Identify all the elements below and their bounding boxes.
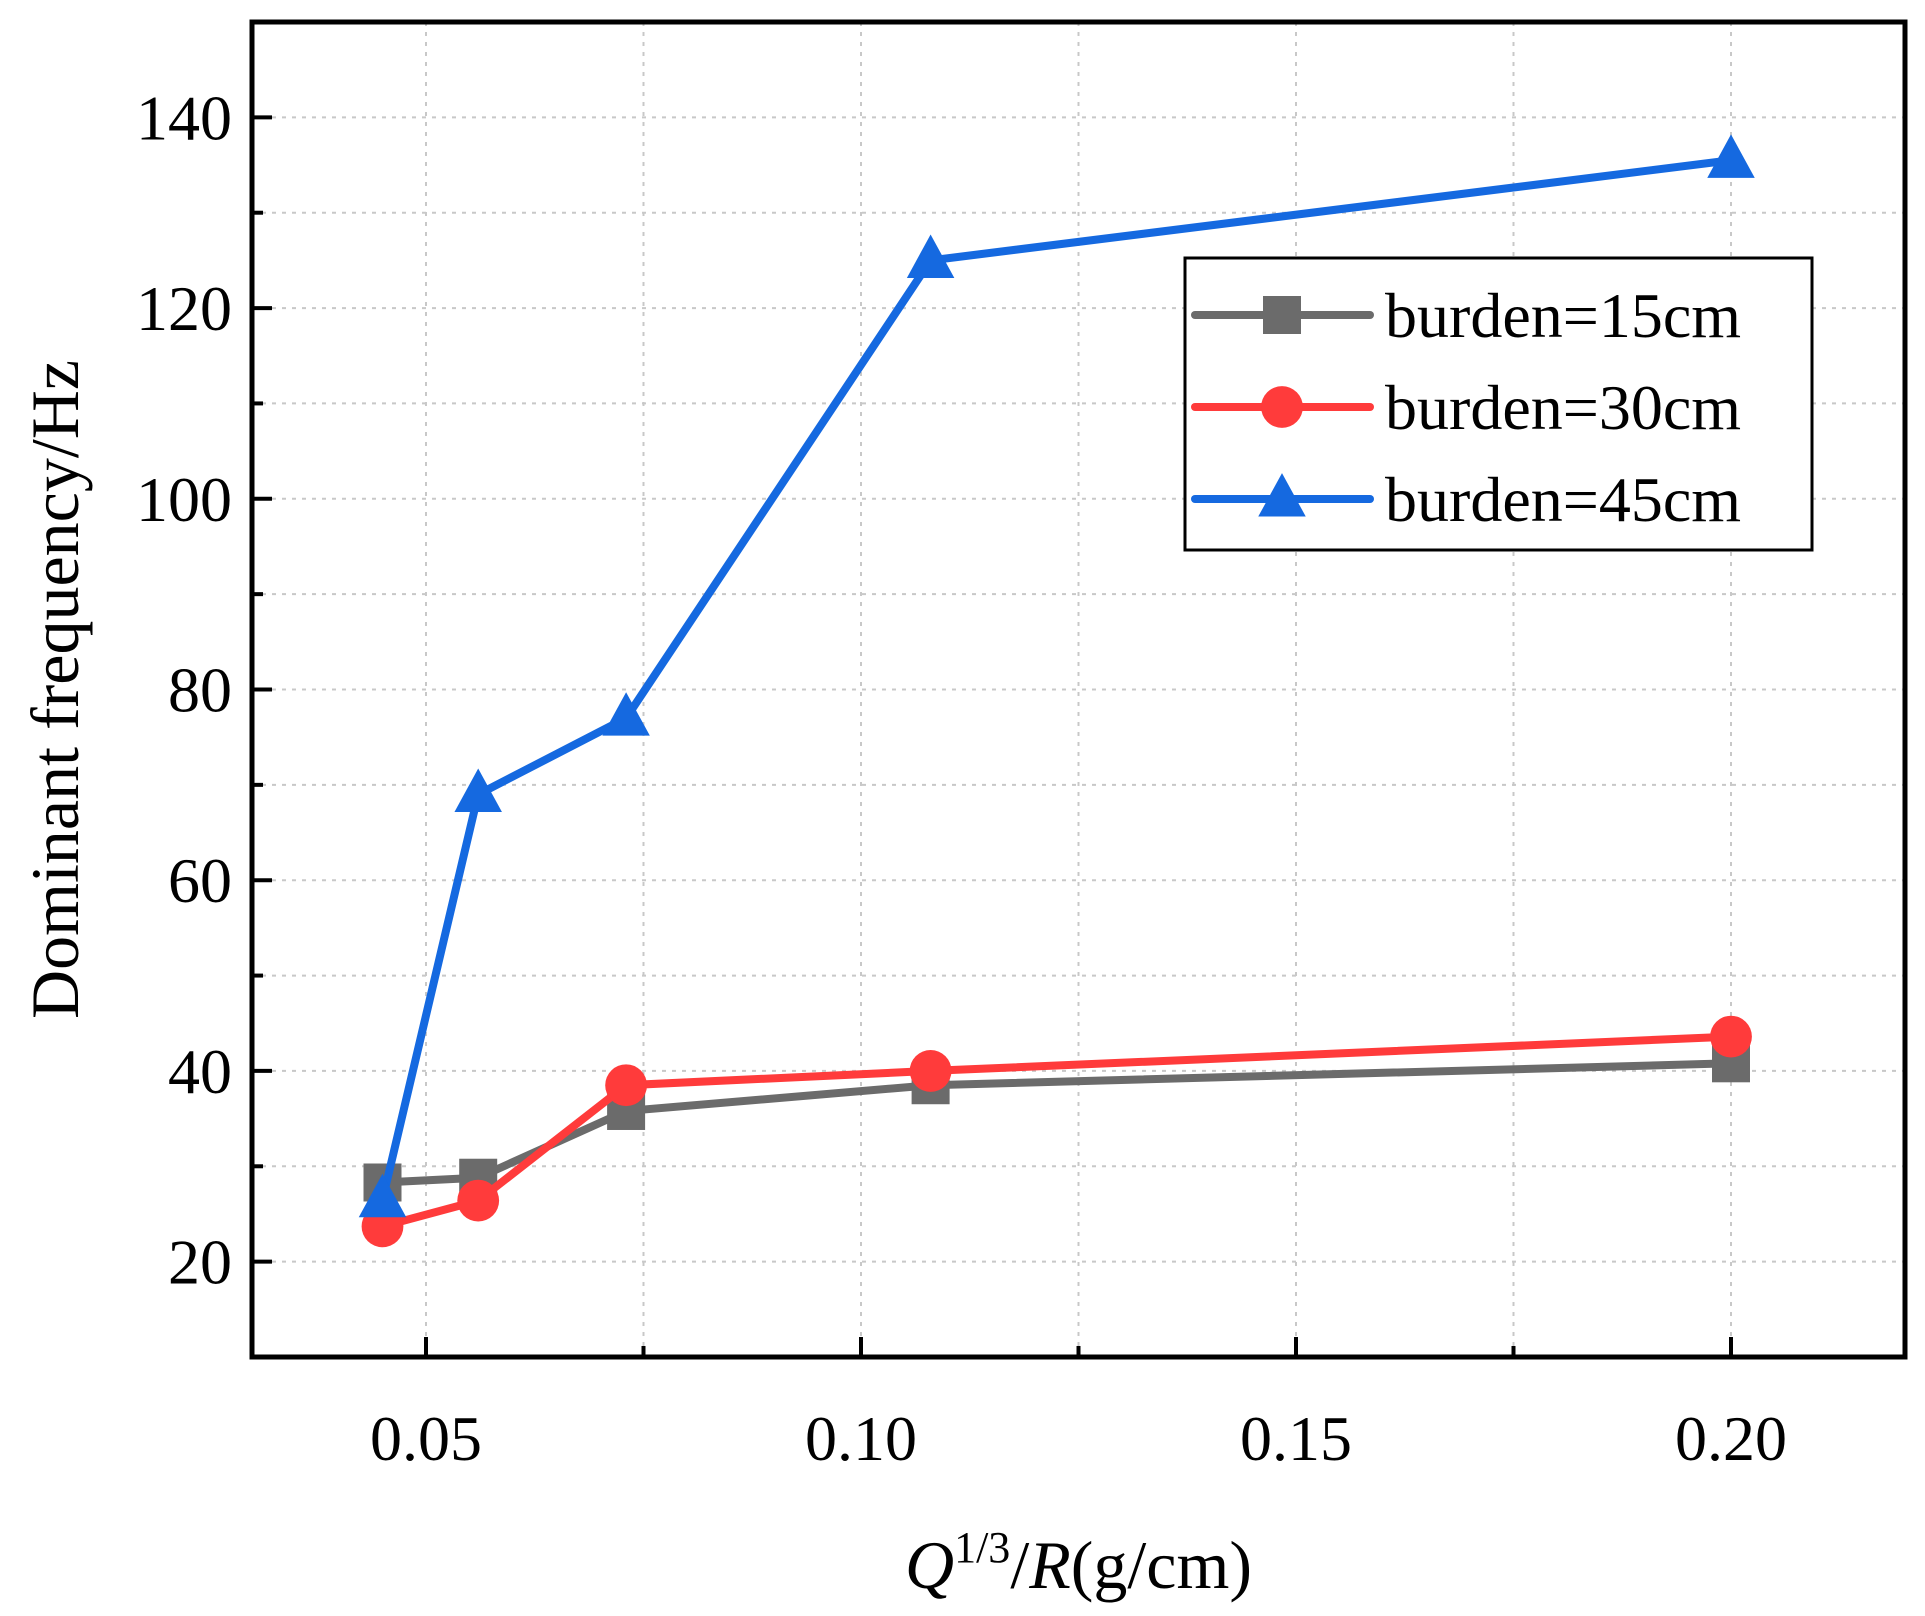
legend: burden=15cm burden=30cm burden=45cm: [1183, 256, 1814, 552]
x-axis-var-q: Q: [905, 1527, 954, 1603]
x-tick-label: 0.20: [1675, 1403, 1787, 1474]
data-point: [1707, 134, 1755, 178]
legend-label: burden=45cm: [1385, 464, 1741, 535]
y-tick-label: 120: [136, 273, 232, 344]
legend-label: burden=30cm: [1385, 372, 1741, 443]
data-point: [358, 1173, 407, 1218]
x-tick-label: 0.15: [1240, 1403, 1352, 1474]
y-tick-label: 140: [136, 82, 232, 153]
data-point: [602, 692, 650, 736]
x-tick-label: 0.05: [370, 1403, 482, 1474]
legend-label: burden=15cm: [1385, 280, 1741, 351]
x-axis-unit: (g/cm): [1071, 1527, 1252, 1603]
x-axis-superscript: 1/3: [954, 1523, 1010, 1572]
y-tick-label: 40: [168, 1036, 232, 1107]
series-burden=45cm: [358, 134, 1755, 1218]
data-point: [454, 768, 502, 812]
x-axis-title: Q1/3/R(g/cm): [905, 1523, 1252, 1603]
data-point: [909, 1050, 952, 1092]
y-axis-title: Dominant frequency/Hz: [17, 360, 93, 1019]
x-axis-var-r: R: [1028, 1527, 1071, 1603]
x-tick-label: 0.10: [805, 1403, 917, 1474]
data-point: [605, 1064, 647, 1107]
data-point: [906, 234, 955, 278]
legend-marker: [1263, 296, 1301, 334]
data-point: [457, 1179, 500, 1222]
legend-marker: [1261, 386, 1303, 428]
x-axis-slash: /: [1010, 1527, 1029, 1603]
y-tick-label: 100: [136, 464, 232, 535]
axis-ticks: 0.05 0.10 0.15 0.20 20 40 60 80 100 120 140: [136, 82, 1787, 1474]
y-tick-label: 20: [168, 1227, 232, 1298]
y-tick-label: 60: [168, 845, 232, 916]
series-line: [378, 1059, 1735, 1187]
data-point: [1710, 1015, 1752, 1058]
series-burden=30cm: [361, 1015, 1752, 1248]
y-tick-label: 80: [168, 655, 232, 726]
legend-marker: [1258, 473, 1306, 517]
grid: [252, 22, 1905, 1357]
series-layer: [358, 134, 1755, 1248]
